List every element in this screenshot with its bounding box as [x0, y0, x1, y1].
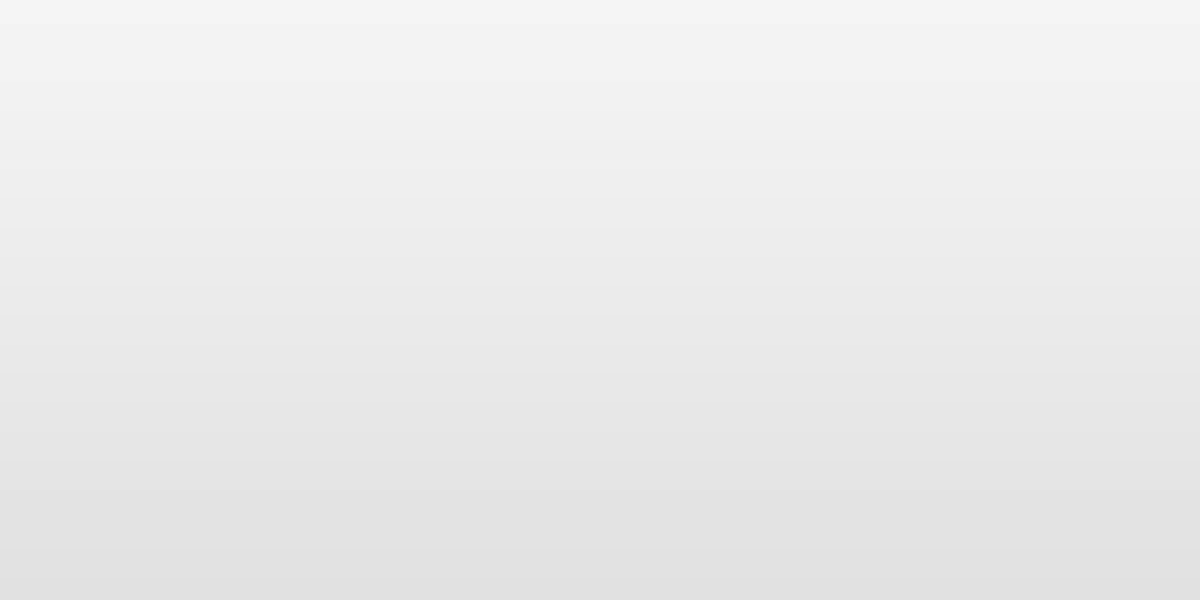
Y-axis label: Market Size in USD Billion: Market Size in USD Billion — [98, 222, 118, 454]
Text: Radio Frequency Cable Market, By Frequency Range, 2023 & 2032: Radio Frequency Cable Market, By Frequen… — [58, 137, 980, 165]
Bar — [438, 311, 522, 497]
Bar — [1043, 325, 1126, 497]
Bar — [179, 366, 262, 497]
Bar — [522, 252, 605, 497]
Bar — [959, 377, 1043, 497]
Text: 2.88: 2.88 — [163, 349, 208, 367]
Bar — [698, 386, 782, 497]
Bar — [782, 327, 865, 497]
Legend: 2023, 2032: 2023, 2032 — [931, 119, 1164, 160]
Bar — [262, 327, 344, 497]
